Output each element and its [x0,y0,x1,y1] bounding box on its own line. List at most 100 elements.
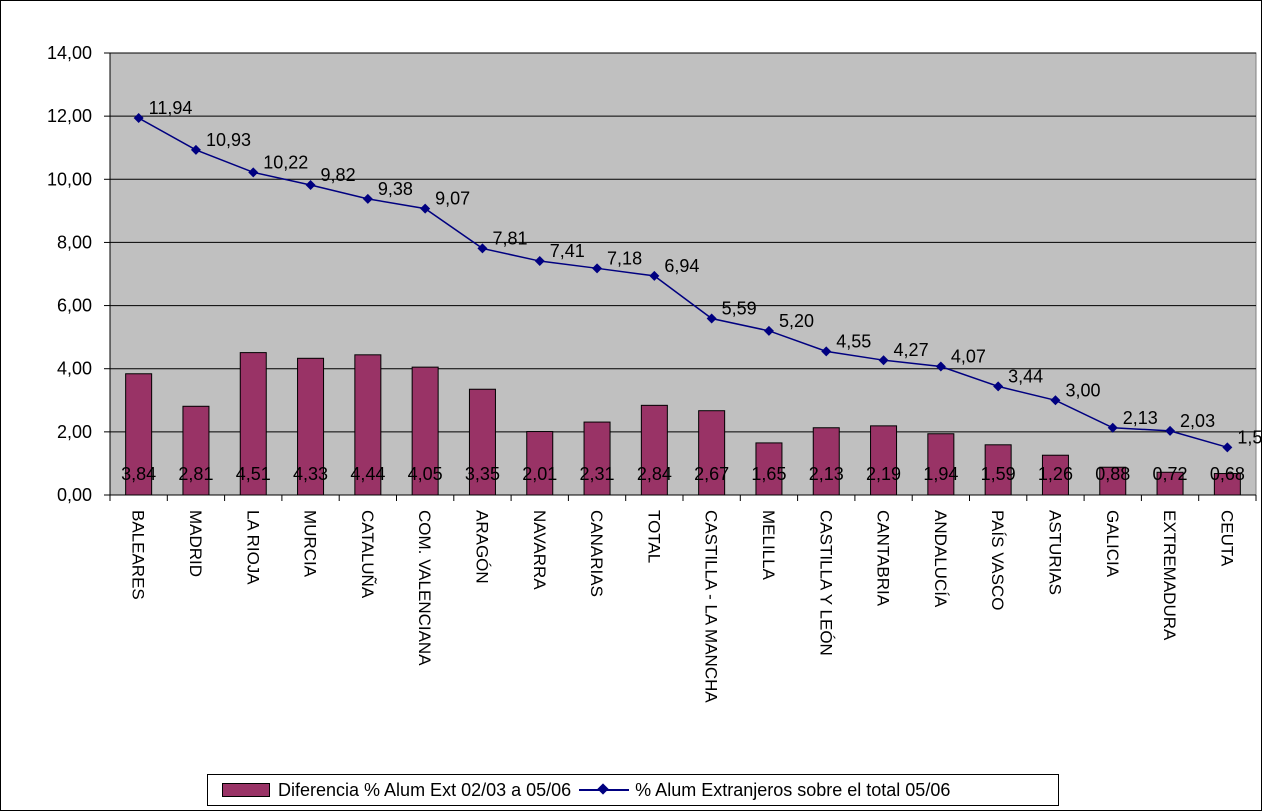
line-value-label: 7,81 [492,228,527,248]
category-label: NAVARRA [530,510,549,590]
category-label: PAÍS VASCO [988,510,1007,610]
bar-value-label: 3,35 [465,464,500,484]
line-point [649,270,660,281]
line-value-label: 10,93 [206,130,251,150]
line-value-label: 1,51 [1237,427,1263,447]
line-value-label: 4,27 [894,340,929,360]
bar-value-label: 2,13 [809,464,844,484]
bar [698,410,726,496]
y-tick-label: 2,00 [57,422,92,442]
line-value-label: 2,13 [1123,408,1158,428]
y-tick-label: 4,00 [57,359,92,379]
category-label: ANDALUCÍA [931,510,950,608]
bar [1041,454,1069,496]
line-value-label: 2,03 [1180,411,1215,431]
bar [927,433,955,496]
line-point [993,381,1004,392]
bar [640,404,668,496]
bar [125,373,153,496]
chart-legend: Diferencia % Alum Ext 02/03 a 05/06 % Al… [207,774,1059,806]
category-label: GALICIA [1103,510,1122,578]
line-point [821,346,832,357]
category-label: CATALUÑA [358,510,377,599]
category-label: EXTREMADURA [1160,510,1179,641]
line-point [706,313,717,324]
category-label: LA RIOJA [243,510,262,585]
line-series [138,117,1228,449]
category-label: CASTILLA Y LEÓN [816,510,835,656]
category-label: ASTURIAS [1045,510,1064,595]
bar [239,352,267,496]
line-point [362,193,373,204]
bar [182,405,210,496]
line-point [477,243,488,254]
bar-value-label: 4,51 [236,464,271,484]
bar [755,442,783,496]
bar-value-label: 0,72 [1153,464,1188,484]
bar [984,444,1012,496]
line-point [1107,422,1118,433]
category-label: MADRID [186,510,205,577]
line-point [763,325,774,336]
category-label: CANARIAS [587,510,606,597]
line-value-label: 7,18 [607,248,642,268]
bar-value-label: 1,59 [981,464,1016,484]
y-tick-label: 0,00 [57,485,92,505]
line-value-label: 3,44 [1008,366,1043,386]
bar [297,357,325,496]
bar-value-label: 0,68 [1210,464,1245,484]
bar-value-label: 2,67 [694,464,729,484]
legend-line-swatch [579,783,630,797]
line-point [1222,442,1233,453]
bar [1156,471,1184,496]
y-tick-label: 10,00 [47,169,92,189]
bar [583,421,611,496]
bar-value-label: 2,19 [866,464,901,484]
bar-value-label: 0,88 [1095,464,1130,484]
line-value-label: 3,00 [1065,380,1100,400]
bar-value-label: 4,33 [293,464,328,484]
bar [411,366,439,496]
bar-value-label: 2,81 [178,464,213,484]
line-point [1165,425,1176,436]
category-label: BALEARES [129,510,148,600]
bar-value-label: 2,84 [637,464,672,484]
line-point [592,263,603,274]
y-tick-label: 14,00 [47,43,92,63]
line-value-label: 4,07 [951,347,986,367]
category-label: MURCIA [301,510,320,578]
line-point [878,355,889,366]
y-tick-label: 8,00 [57,232,92,252]
y-tick-label: 12,00 [47,106,92,126]
line-point [420,203,431,214]
category-label: MELILLA [759,510,778,581]
line-point [1050,395,1061,406]
line-value-label: 11,94 [149,98,193,118]
legend-line-label: % Alum Extranjeros sobre el total 05/06 [635,779,951,800]
bar-value-label: 1,94 [923,464,958,484]
y-tick-label: 6,00 [57,296,92,316]
legend-bar-swatch [222,783,270,797]
line-point [305,179,316,190]
line-point [133,113,144,124]
bar [526,431,554,496]
line-value-label: 9,07 [435,189,470,209]
bar [812,427,840,496]
line-value-label: 7,41 [550,241,585,261]
category-label: CANTABRIA [874,510,893,607]
line-value-label: 10,22 [263,152,308,172]
bar-value-label: 1,26 [1038,464,1073,484]
bar [354,354,382,496]
bar [1213,473,1241,496]
bar [870,425,898,496]
category-label: TOTAL [644,510,663,563]
category-label: CEUTA [1217,510,1236,567]
bar-value-label: 4,05 [408,464,443,484]
line-value-label: 4,55 [836,331,871,351]
category-label: CASTILLA - LA MANCHA [702,510,721,703]
bar-value-label: 2,01 [522,464,557,484]
bar [468,388,496,496]
category-label: ARAGÓN [472,510,491,584]
